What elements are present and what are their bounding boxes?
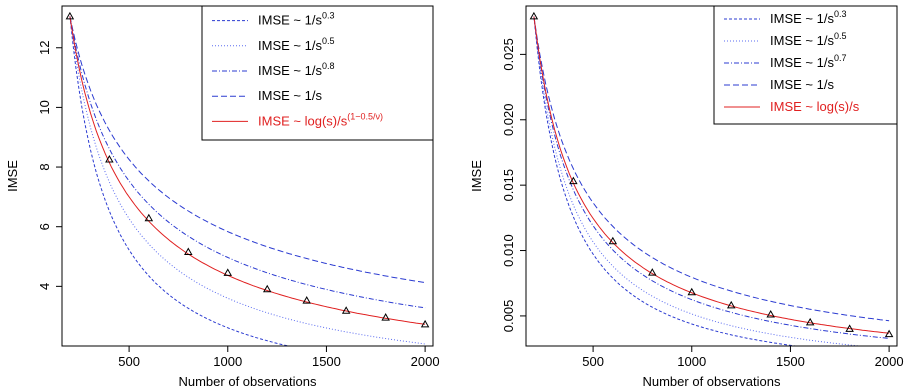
x-tick-label: 2000 <box>411 354 440 369</box>
series-line-0 <box>533 16 799 346</box>
x-axis-label: Number of observations <box>642 374 781 389</box>
x-tick-label: 1000 <box>213 354 242 369</box>
data-point <box>884 329 894 338</box>
legend-label: IMSE ~ log(s)/s(1−0.5/ν) <box>258 111 383 128</box>
series-line-4 <box>533 16 890 334</box>
data-point <box>184 247 193 255</box>
y-axis-label: IMSE <box>5 160 20 192</box>
y-tick-label: 0.010 <box>501 234 516 267</box>
legend-label: IMSE ~ 1/s0.3 <box>770 9 846 26</box>
data-point <box>420 319 430 328</box>
legend-label: IMSE ~ log(s)/s <box>770 99 860 114</box>
series-line-3 <box>69 16 426 284</box>
data-point <box>726 300 736 309</box>
legend: IMSE ~ 1/s0.3 IMSE ~ 1/s0.5 IMSE ~ 1/s0.8 I… <box>201 5 434 141</box>
chart-right: 500 1000 1500 2000 0.005 0.010 0.015 0.020 0.025… <box>469 5 904 389</box>
y-tick-label: 10 <box>37 100 52 114</box>
legend-label: IMSE ~ 1/s0.5 <box>258 36 334 53</box>
x-tick-label: 2000 <box>875 354 904 369</box>
data-point <box>223 268 233 276</box>
y-tick-label: 0.020 <box>501 103 516 136</box>
legend-label: IMSE ~ 1/s <box>770 77 834 92</box>
data-point <box>569 176 578 185</box>
legend-box <box>201 5 434 141</box>
series-line-0 <box>69 16 291 346</box>
x-tick-label: 500 <box>582 354 604 369</box>
y-tick-label: 4 <box>37 283 52 290</box>
data-point <box>687 287 697 296</box>
legend-label: IMSE ~ 1/s <box>258 88 322 103</box>
data-point <box>608 236 618 245</box>
data-point <box>805 317 815 326</box>
legend-label: IMSE ~ 1/s0.5 <box>770 31 846 48</box>
data-point <box>529 11 539 20</box>
legend-box <box>713 5 898 125</box>
x-axis-label: Number of observations <box>178 374 317 389</box>
series-line-2 <box>69 16 426 309</box>
series-line-4 <box>69 16 426 325</box>
data-point <box>845 324 854 332</box>
x-tick-label: 1500 <box>776 354 805 369</box>
data-point <box>341 306 351 314</box>
y-tick-label: 12 <box>37 41 52 55</box>
x-tick-label: 1000 <box>677 354 706 369</box>
data-point <box>105 154 114 163</box>
y-tick-label: 8 <box>37 163 52 170</box>
data-point <box>144 213 154 222</box>
data-point <box>648 268 657 276</box>
legend: IMSE ~ 1/s0.3 IMSE ~ 1/s0.5 IMSE ~ 1/s0.7 I… <box>713 5 898 125</box>
data-point <box>302 296 311 304</box>
y-axis-label: IMSE <box>469 160 484 192</box>
y-tick-label: 0.005 <box>501 300 516 333</box>
data-point <box>381 313 390 321</box>
x-tick-label: 1500 <box>312 354 341 369</box>
plot-frame <box>525 5 898 347</box>
legend-label: IMSE ~ 1/s0.7 <box>770 53 846 70</box>
y-tick-label: 0.015 <box>501 169 516 202</box>
data-point <box>262 284 272 293</box>
y-tick-label: 0.025 <box>501 38 516 71</box>
x-tick-label: 500 <box>118 354 140 369</box>
data-point <box>766 310 775 318</box>
series-line-3 <box>533 16 890 322</box>
chart-left: 500 1000 1500 2000 4 6 8 10 12 Number of observat… <box>5 5 440 389</box>
y-tick-label: 6 <box>37 223 52 230</box>
legend-label: IMSE ~ 1/s0.3 <box>258 11 334 28</box>
data-point <box>65 11 75 20</box>
legend-label: IMSE ~ 1/s0.8 <box>258 61 334 78</box>
